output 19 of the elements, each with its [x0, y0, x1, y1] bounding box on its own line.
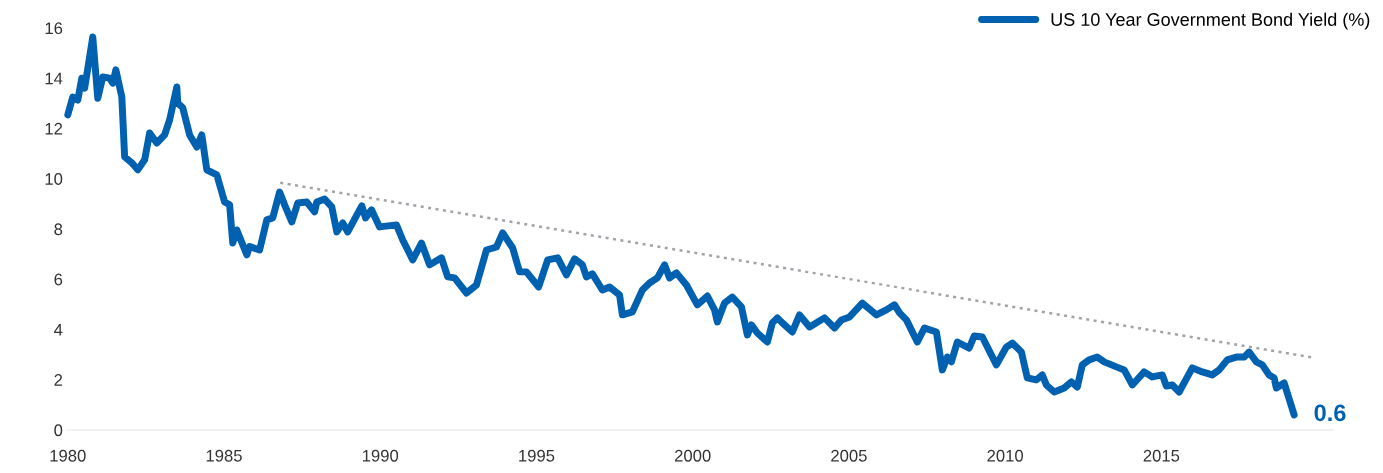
y-tick-label: 8: [54, 223, 63, 236]
annotation: 0.6: [1314, 404, 1346, 422]
x-tick-label: 2010: [987, 449, 1024, 462]
y-tick-label: 14: [45, 72, 63, 85]
y-tick-label: 10: [45, 173, 63, 185]
y-tick-label: 16: [45, 22, 63, 35]
y-tick-label: 2: [54, 374, 63, 386]
y-tick-label: 0: [54, 424, 63, 437]
x-tick-label: 2000: [674, 449, 711, 462]
y-tick-label: 4: [54, 324, 63, 336]
x-tick-label: 2005: [831, 449, 867, 462]
x-tick-label: 1980: [50, 449, 86, 462]
y-tick-label: 12: [45, 122, 63, 135]
x-tick-label: 1985: [206, 449, 242, 462]
x-tick-label: 1990: [362, 449, 399, 462]
x-tick-label: 2015: [1143, 449, 1180, 462]
y-tick-label: 6: [54, 273, 63, 286]
legend-label: US 10 Year Government Bond Yield (%): [1051, 12, 1370, 30]
x-tick-label: 1995: [519, 449, 555, 462]
